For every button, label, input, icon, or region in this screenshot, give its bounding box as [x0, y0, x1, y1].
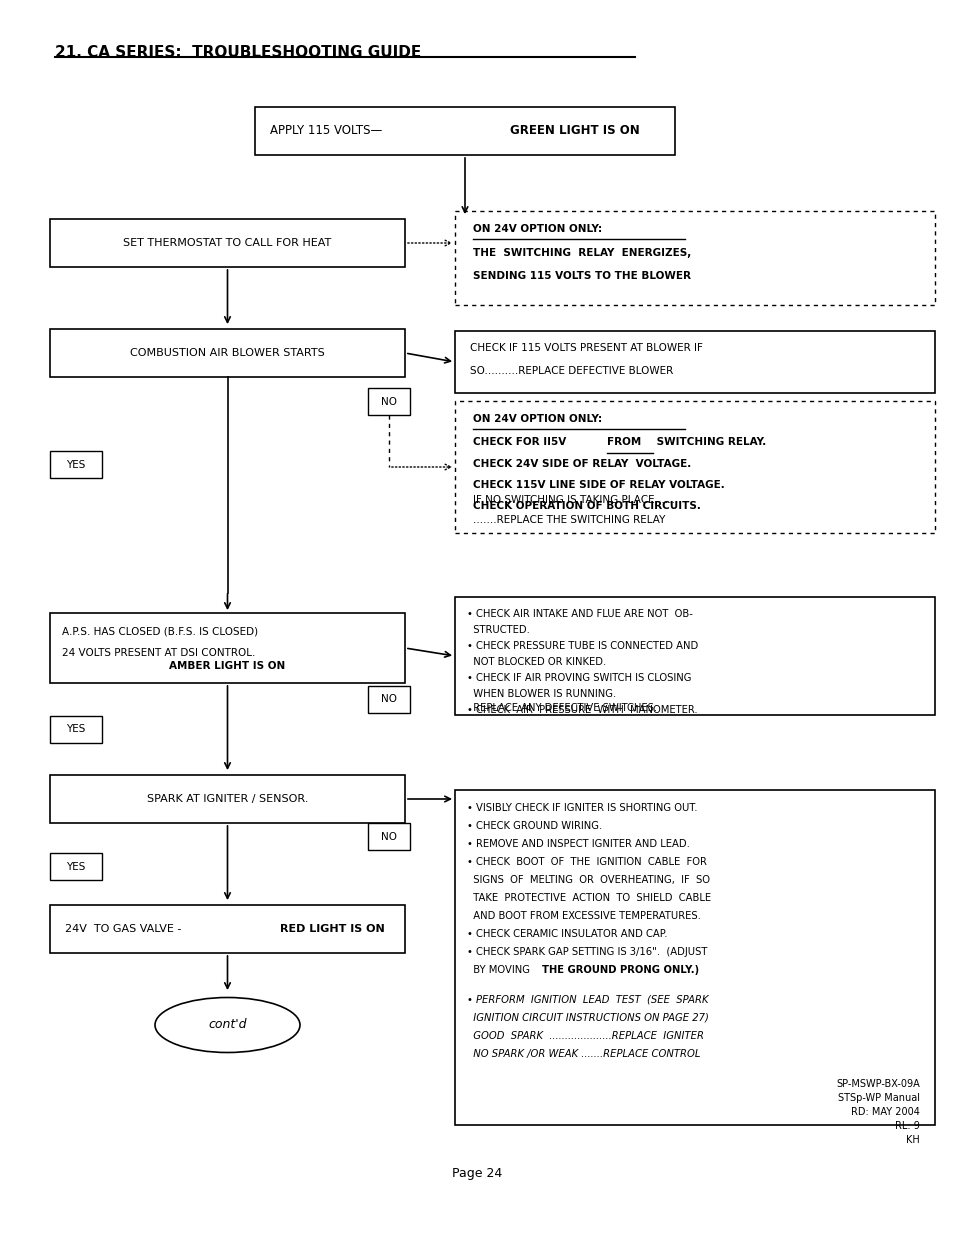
FancyBboxPatch shape [50, 853, 102, 881]
Text: TAKE  PROTECTIVE  ACTION  TO  SHIELD  CABLE: TAKE PROTECTIVE ACTION TO SHIELD CABLE [467, 893, 710, 903]
Text: • PERFORM  IGNITION  LEAD  TEST  (SEE  SPARK: • PERFORM IGNITION LEAD TEST (SEE SPARK [467, 995, 708, 1005]
Text: NO: NO [380, 831, 396, 841]
Text: • CHECK  BOOT  OF  THE  IGNITION  CABLE  FOR: • CHECK BOOT OF THE IGNITION CABLE FOR [467, 857, 706, 867]
FancyBboxPatch shape [455, 401, 934, 534]
FancyBboxPatch shape [455, 211, 934, 305]
Text: • CHECK AIR INTAKE AND FLUE ARE NOT  OB-: • CHECK AIR INTAKE AND FLUE ARE NOT OB- [467, 609, 692, 619]
Text: SP-MSWP-BX-09A
STSp-WP Manual
RD: MAY 2004
RL: 9
KH: SP-MSWP-BX-09A STSp-WP Manual RD: MAY 20… [836, 1079, 919, 1145]
Text: CHECK 24V SIDE OF RELAY  VOLTAGE.: CHECK 24V SIDE OF RELAY VOLTAGE. [473, 459, 691, 469]
Text: IF NO SWITCHING IS TAKING PLACE........: IF NO SWITCHING IS TAKING PLACE........ [473, 495, 680, 505]
Text: WHEN BLOWER IS RUNNING.: WHEN BLOWER IS RUNNING. [467, 689, 616, 699]
Text: • VISIBLY CHECK IF IGNITER IS SHORTING OUT.: • VISIBLY CHECK IF IGNITER IS SHORTING O… [467, 803, 697, 813]
Text: • CHECK GROUND WIRING.: • CHECK GROUND WIRING. [467, 821, 601, 831]
Text: APPLY 115 VOLTS—: APPLY 115 VOLTS— [270, 125, 382, 137]
FancyBboxPatch shape [368, 823, 410, 850]
FancyBboxPatch shape [50, 613, 405, 683]
FancyBboxPatch shape [455, 597, 934, 715]
Text: A.P.S. HAS CLOSED (B.F.S. IS CLOSED): A.P.S. HAS CLOSED (B.F.S. IS CLOSED) [62, 626, 258, 636]
FancyBboxPatch shape [50, 776, 405, 823]
Text: IGNITION CIRCUIT INSTRUCTIONS ON PAGE 27): IGNITION CIRCUIT INSTRUCTIONS ON PAGE 27… [467, 1013, 708, 1023]
Text: ON 24V OPTION ONLY:: ON 24V OPTION ONLY: [473, 414, 601, 424]
Text: GOOD  SPARK  ....................REPLACE  IGNITER: GOOD SPARK ....................REPLACE I… [467, 1031, 703, 1041]
Text: NOT BLOCKED OR KINKED.: NOT BLOCKED OR KINKED. [467, 657, 605, 667]
Text: YES: YES [67, 725, 86, 735]
Text: CHECK IF 115 VOLTS PRESENT AT BLOWER IF: CHECK IF 115 VOLTS PRESENT AT BLOWER IF [470, 343, 702, 353]
Text: STRUCTED.: STRUCTED. [467, 625, 529, 635]
Text: cont'd: cont'd [208, 1019, 247, 1031]
Text: • CHECK  AIR  PRESSURE  WITH  MANOMETER.: • CHECK AIR PRESSURE WITH MANOMETER. [467, 705, 697, 715]
Text: 24V  TO GAS VALVE -: 24V TO GAS VALVE - [65, 924, 185, 934]
FancyBboxPatch shape [50, 329, 405, 377]
Text: YES: YES [67, 862, 86, 872]
Text: NO: NO [380, 694, 396, 704]
Text: COMBUSTION AIR BLOWER STARTS: COMBUSTION AIR BLOWER STARTS [130, 348, 325, 358]
Text: CHECK 115V LINE SIDE OF RELAY VOLTAGE.: CHECK 115V LINE SIDE OF RELAY VOLTAGE. [473, 480, 724, 490]
Text: AMBER LIGHT IS ON: AMBER LIGHT IS ON [170, 661, 285, 671]
Text: 24 VOLTS PRESENT AT DSI CONTROL.: 24 VOLTS PRESENT AT DSI CONTROL. [62, 648, 255, 658]
FancyBboxPatch shape [50, 905, 405, 953]
FancyBboxPatch shape [254, 107, 675, 156]
Text: AND BOOT FROM EXCESSIVE TEMPERATURES.: AND BOOT FROM EXCESSIVE TEMPERATURES. [467, 911, 700, 921]
Text: THE  SWITCHING  RELAY  ENERGIZES,: THE SWITCHING RELAY ENERGIZES, [473, 248, 691, 258]
Text: • REMOVE AND INSPECT IGNITER AND LEAD.: • REMOVE AND INSPECT IGNITER AND LEAD. [467, 839, 689, 848]
Text: YES: YES [67, 459, 86, 469]
Text: SIGNS  OF  MELTING  OR  OVERHEATING,  IF  SO: SIGNS OF MELTING OR OVERHEATING, IF SO [467, 876, 709, 885]
Text: • CHECK SPARK GAP SETTING IS 3/16".  (ADJUST: • CHECK SPARK GAP SETTING IS 3/16". (ADJ… [467, 947, 706, 957]
Text: 21. CA SERIES:  TROUBLESHOOTING GUIDE: 21. CA SERIES: TROUBLESHOOTING GUIDE [55, 44, 421, 61]
FancyBboxPatch shape [368, 388, 410, 415]
FancyBboxPatch shape [50, 219, 405, 267]
Text: SO..........REPLACE DEFECTIVE BLOWER: SO..........REPLACE DEFECTIVE BLOWER [470, 366, 673, 375]
FancyBboxPatch shape [50, 716, 102, 743]
Text: NO SPARK /OR WEAK .......REPLACE CONTROL: NO SPARK /OR WEAK .......REPLACE CONTROL [467, 1049, 700, 1058]
Text: • CHECK CERAMIC INSULATOR AND CAP.: • CHECK CERAMIC INSULATOR AND CAP. [467, 929, 667, 939]
Text: CHECK FOR II5V: CHECK FOR II5V [473, 437, 569, 447]
Text: SPARK AT IGNITER / SENSOR.: SPARK AT IGNITER / SENSOR. [147, 794, 308, 804]
Text: FROM: FROM [606, 437, 640, 447]
Text: ON 24V OPTION ONLY:: ON 24V OPTION ONLY: [473, 224, 601, 233]
Text: BY MOVING: BY MOVING [467, 965, 533, 974]
Text: SWITCHING RELAY.: SWITCHING RELAY. [652, 437, 765, 447]
Text: .......REPLACE THE SWITCHING RELAY: .......REPLACE THE SWITCHING RELAY [473, 515, 664, 525]
Text: GREEN LIGHT IS ON: GREEN LIGHT IS ON [510, 125, 639, 137]
Text: Page 24: Page 24 [452, 1167, 501, 1179]
Text: SET THERMOSTAT TO CALL FOR HEAT: SET THERMOSTAT TO CALL FOR HEAT [123, 238, 332, 248]
Text: CHECK OPERATION OF BOTH CIRCUITS.: CHECK OPERATION OF BOTH CIRCUITS. [473, 501, 700, 511]
FancyBboxPatch shape [455, 790, 934, 1125]
FancyBboxPatch shape [455, 331, 934, 393]
Ellipse shape [154, 998, 299, 1052]
Text: REPLACE ANY DEFECTIVE SWITCHES.: REPLACE ANY DEFECTIVE SWITCHES. [467, 703, 657, 713]
Text: • CHECK IF AIR PROVING SWITCH IS CLOSING: • CHECK IF AIR PROVING SWITCH IS CLOSING [467, 673, 691, 683]
FancyBboxPatch shape [368, 685, 410, 713]
FancyBboxPatch shape [50, 451, 102, 478]
Text: • CHECK PRESSURE TUBE IS CONNECTED AND: • CHECK PRESSURE TUBE IS CONNECTED AND [467, 641, 698, 651]
Text: THE GROUND PRONG ONLY.): THE GROUND PRONG ONLY.) [541, 965, 699, 974]
Text: NO: NO [380, 396, 396, 406]
Text: SENDING 115 VOLTS TO THE BLOWER: SENDING 115 VOLTS TO THE BLOWER [473, 270, 690, 282]
Text: RED LIGHT IS ON: RED LIGHT IS ON [280, 924, 384, 934]
